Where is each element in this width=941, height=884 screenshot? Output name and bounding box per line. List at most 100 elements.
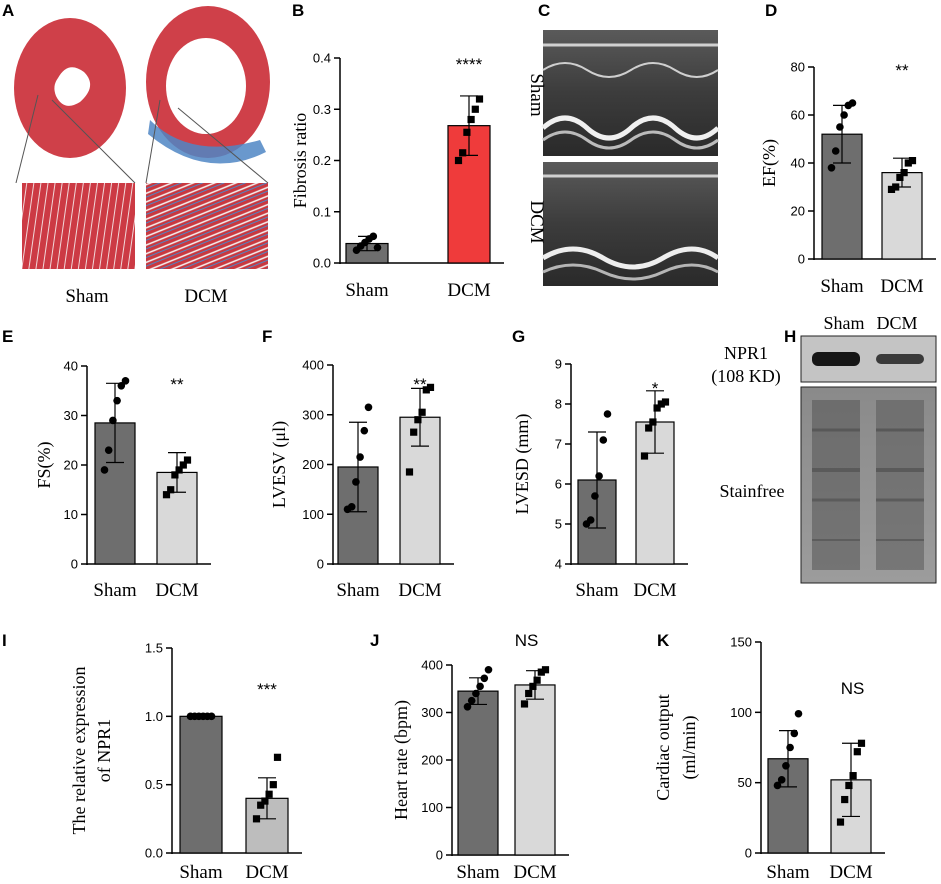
chart-e-point-sham	[121, 377, 130, 385]
chart-d-point-sham	[840, 111, 848, 119]
chart-k-point-sham	[777, 776, 786, 784]
panel-h: H Sham DCM NPR1 (108 KD) Stainfree	[711, 313, 937, 584]
chart-k-y-tick-label: 100	[730, 705, 752, 720]
chart-k-point-sham	[782, 761, 790, 770]
panel-a: A Sham DCM	[2, 1, 270, 307]
chart-g-point-dcm	[661, 398, 670, 406]
chart-j-y-tick-label: 300	[421, 705, 443, 720]
chart-j-point-dcm	[525, 689, 533, 698]
chart-k-point-dcm	[857, 739, 866, 747]
chart-f-y-tick-label: 400	[302, 358, 324, 373]
chart-k-point-dcm	[853, 748, 861, 756]
chart-k-y-label: Cardiac output	[653, 694, 673, 800]
chart-j-y-tick-label: 200	[421, 753, 443, 768]
chart-d-point-dcm	[904, 159, 912, 167]
chart-e-y-tick-label: 0	[71, 557, 78, 572]
chart-f-significance: **	[413, 375, 427, 394]
chart-f-point-sham	[364, 403, 373, 412]
chart-i-point-dcm	[265, 790, 273, 798]
chart-g-y-tick-label: 6	[555, 477, 562, 492]
chart-e-panel-label: E	[2, 327, 13, 346]
chart-g-point-dcm	[645, 424, 653, 432]
chart-i-point-dcm	[252, 815, 261, 823]
chart-e-point-dcm	[175, 466, 183, 474]
chart-g-y-tick-label: 7	[555, 437, 562, 452]
sham-heart-section	[14, 18, 126, 158]
chart-b-y-tick-label: 0.4	[313, 51, 331, 66]
chart-j-category-dcm: DCM	[513, 862, 556, 883]
chart-e-point-sham	[104, 446, 113, 454]
panel-a-label-dcm: DCM	[184, 286, 227, 307]
chart-e-category-sham: Sham	[93, 580, 137, 601]
chart-f-point-dcm	[410, 428, 418, 436]
chart-f-point-dcm	[426, 383, 435, 391]
chart-d-ef: D 0 20 40 60 80 EF(%) Sham DCM **	[759, 1, 936, 297]
chart-j-point-sham	[467, 696, 476, 705]
chart-f-point-dcm	[422, 386, 430, 394]
panel-label-c: C	[538, 1, 550, 20]
npr1-band-sham	[812, 352, 860, 366]
chart-b-category-sham: Sham	[345, 280, 389, 301]
chart-d-y-tick-label: 80	[791, 60, 805, 75]
chart-k-point-sham	[794, 709, 803, 718]
chart-b-category-dcm: DCM	[447, 280, 490, 301]
echo-label-dcm: DCM	[526, 200, 547, 243]
chart-j-bar-dcm	[514, 684, 556, 856]
chart-i-point-dcm	[261, 797, 269, 805]
chart-j-point-sham	[476, 682, 484, 691]
panel-label-a: A	[2, 1, 14, 20]
chart-b-point-dcm	[463, 128, 471, 136]
chart-b-point-dcm	[467, 115, 475, 124]
chart-k-category-dcm: DCM	[829, 862, 872, 883]
panel-label-h: H	[784, 327, 796, 346]
chart-i-y-tick-label: 1.5	[145, 641, 163, 656]
chart-i-y-tick-label: 0.5	[145, 777, 163, 792]
chart-d-point-dcm	[896, 173, 904, 181]
chart-j-significance: NS	[515, 631, 539, 650]
chart-e-y-tick-label: 30	[64, 408, 78, 423]
chart-k-point-dcm	[845, 781, 853, 790]
chart-d-point-sham	[827, 164, 836, 172]
chart-b-point-dcm	[475, 95, 484, 103]
chart-g-point-sham	[591, 492, 599, 500]
chart-d-significance: **	[895, 61, 909, 80]
chart-k-point-sham	[790, 729, 799, 738]
chart-g-y-label: LVESD (mm)	[512, 414, 533, 515]
echo-label-sham: Sham	[526, 73, 547, 117]
chart-e-y-tick-label: 10	[64, 507, 78, 522]
sham-zoom-image	[16, 183, 135, 269]
panel-a-label-sham: Sham	[65, 286, 109, 307]
blot-band-size: (108 KD)	[711, 366, 781, 387]
chart-e-point-sham	[113, 396, 121, 405]
chart-i-point-sham	[207, 712, 216, 721]
chart-d-category-sham: Sham	[820, 276, 864, 297]
chart-g-y-tick-label: 9	[555, 357, 562, 372]
chart-d-point-sham	[848, 99, 857, 107]
chart-e-fs: E 0 10 20 30 40 FS(%) Sham DCM **	[2, 327, 211, 601]
chart-d-point-dcm	[900, 169, 908, 177]
chart-e-y-tick-label: 40	[64, 359, 78, 374]
chart-j-heart-rate: J 0 100 200 300 400 Heart rate (bpm) Sham DCM NS	[370, 631, 569, 883]
chart-e-point-dcm	[183, 456, 192, 464]
chart-b-y-tick-label: 0.0	[313, 256, 331, 271]
chart-j-point-sham	[463, 703, 472, 711]
chart-f-y-tick-label: 300	[302, 407, 324, 422]
chart-e-y-tick-label: 20	[64, 458, 78, 473]
chart-g-point-sham	[603, 410, 612, 418]
chart-f-point-dcm	[418, 408, 426, 416]
chart-k-y-tick-label: 50	[738, 775, 752, 790]
chart-e-significance: **	[170, 375, 184, 394]
chart-i-y-label: The relative expression	[69, 667, 89, 835]
chart-g-lvesd: G 4 5 6 7 8 9 LVESD (mm) Sham DCM *	[512, 327, 688, 601]
chart-e-point-dcm	[167, 486, 175, 494]
chart-j-category-sham: Sham	[456, 862, 500, 883]
chart-f-y-label: LVESV (μl)	[269, 421, 290, 508]
chart-f-y-tick-label: 0	[317, 557, 324, 572]
chart-j-point-dcm	[541, 666, 550, 674]
chart-b-y-tick-label: 0.2	[313, 153, 331, 168]
chart-i-y-tick-label: 1.0	[145, 709, 163, 724]
chart-k-cardiac-output: K 0 50 100 150 Cardiac output (ml/min) Sham DCM N…	[653, 631, 885, 883]
chart-d-y-tick-label: 0	[798, 252, 805, 267]
chart-g-y-tick-label: 8	[555, 397, 562, 412]
